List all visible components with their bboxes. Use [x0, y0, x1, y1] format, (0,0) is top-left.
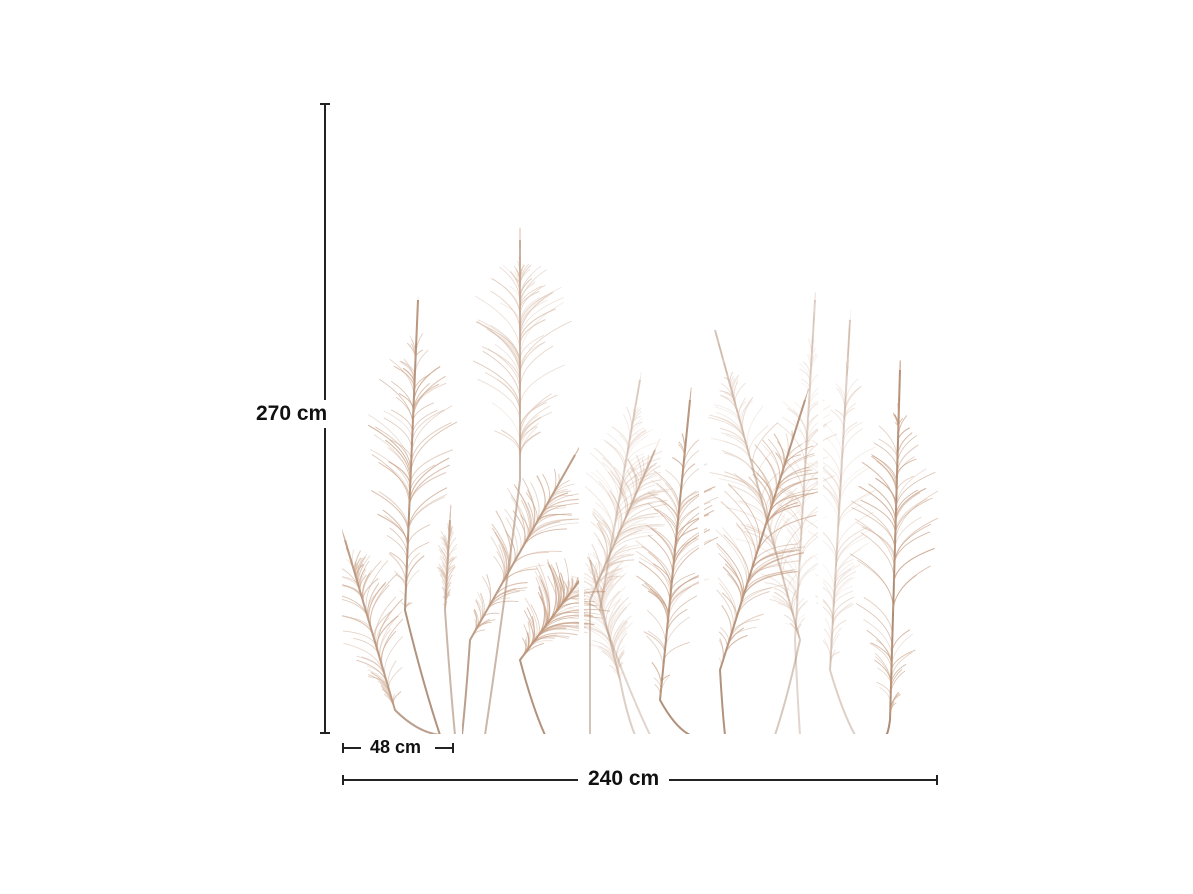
plume-stem: [443, 519, 456, 734]
plume-stem: [588, 449, 656, 734]
total-width-label: 240 cm: [578, 767, 670, 791]
total-width-cap-right: [936, 775, 938, 785]
pampas-plume: [471, 445, 583, 637]
panel-seam: [818, 200, 823, 734]
plume-stem: [718, 399, 806, 734]
panel-seam: [699, 200, 704, 734]
pampas-plume: [520, 558, 611, 659]
pampas-plume: [472, 227, 572, 460]
plume-stem: [344, 539, 441, 734]
total-width-cap-left: [342, 775, 344, 785]
panel-width-cap-left: [342, 743, 344, 753]
plume-stem: [714, 329, 802, 734]
plume-stem: [403, 299, 441, 734]
plume-stem: [793, 299, 816, 734]
pampas-plume: [586, 438, 673, 598]
panel-width-line-left: [343, 747, 361, 749]
height-dimension-cap-bottom: [320, 732, 330, 734]
pampas-plume: [708, 332, 805, 639]
plume-stem: [589, 559, 636, 734]
pampas-plume: [715, 388, 823, 669]
panel-width-cap-right: [452, 743, 454, 753]
panel-seam: [457, 200, 462, 734]
plume-stem: [484, 240, 521, 734]
height-dimension-cap-top: [320, 103, 330, 105]
plume-stem: [828, 319, 856, 734]
plume-stem: [885, 369, 901, 734]
pampas-plume: [367, 296, 459, 611]
plume-stem: [518, 579, 581, 734]
panel-width-line-right: [435, 747, 453, 749]
pampas-plume: [436, 504, 458, 610]
pampas-plume: [342, 528, 404, 710]
panel-seam: [579, 200, 584, 734]
plume-stem: [658, 399, 691, 734]
pampas-plume: [561, 552, 633, 681]
panel-width-label: 48 cm: [370, 737, 422, 758]
pampas-plume: [584, 372, 663, 609]
pampas-plume: [774, 292, 838, 629]
plume-stem: [461, 454, 576, 734]
height-label: 270 cm: [254, 400, 330, 428]
plume-stem: [598, 379, 651, 734]
pampas-plume: [635, 387, 719, 697]
pampas-plume: [804, 309, 877, 670]
pampas-plume: [849, 360, 938, 720]
